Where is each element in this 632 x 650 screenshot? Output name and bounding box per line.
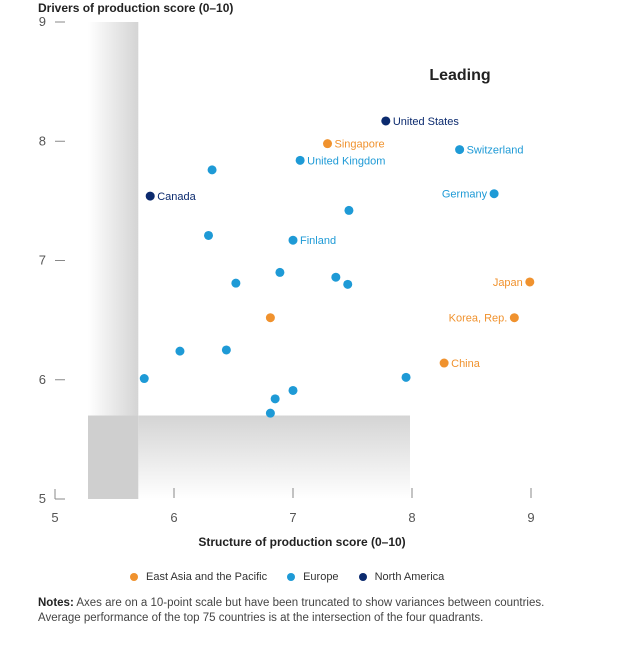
legend-item-europe: Europe bbox=[287, 571, 339, 583]
data-point bbox=[175, 346, 185, 356]
notes-text: Axes are on a 10-point scale but have be… bbox=[38, 597, 545, 624]
legend-item-north-america: North America bbox=[358, 571, 445, 583]
data-point bbox=[139, 374, 149, 384]
data-point bbox=[204, 230, 214, 240]
data-label: Japan bbox=[493, 277, 523, 289]
chart-legend: East Asia and the Pacific Europe North A… bbox=[130, 571, 444, 583]
legend-label-europe: Europe bbox=[303, 571, 339, 583]
data-point bbox=[265, 313, 275, 323]
y-tick-label: 5 bbox=[39, 491, 46, 506]
data-point bbox=[323, 139, 333, 149]
plot-background bbox=[88, 22, 411, 499]
data-label: United Kingdom bbox=[307, 155, 385, 167]
quadrant-shade-corner bbox=[88, 415, 139, 499]
y-axis-label: Drivers of production score (0–10) bbox=[38, 1, 233, 15]
data-point bbox=[221, 345, 231, 355]
legend-marker-north-america bbox=[358, 573, 367, 581]
data-point bbox=[343, 279, 353, 289]
data-point bbox=[275, 267, 285, 277]
data-point bbox=[509, 313, 519, 323]
data-point bbox=[439, 358, 449, 368]
scatter-chart: 5 6 7 8 9 5 6 7 8 9 United States Canada Singapore J… bbox=[38, 1, 535, 549]
data-label: Canada bbox=[157, 191, 196, 203]
data-point bbox=[401, 372, 411, 382]
data-point bbox=[270, 394, 280, 404]
data-point bbox=[525, 277, 535, 287]
legend-marker-east-asia bbox=[130, 573, 138, 581]
data-point bbox=[331, 272, 341, 282]
legend-marker-europe bbox=[287, 573, 296, 581]
data-label: Germany bbox=[442, 189, 488, 201]
x-tick-label: 5 bbox=[51, 510, 58, 525]
data-label: Finland bbox=[300, 235, 336, 247]
data-label: Switzerland bbox=[467, 145, 524, 157]
data-point bbox=[295, 155, 305, 165]
x-axis-label: Structure of production score (0–10) bbox=[198, 535, 405, 549]
chart-notes: Notes: Axes are on a 10-point scale but … bbox=[38, 596, 578, 626]
data-point bbox=[265, 408, 275, 418]
y-tick-label: 7 bbox=[39, 253, 46, 268]
data-label: United States bbox=[393, 116, 460, 128]
legend-label-north-america: North America bbox=[374, 571, 445, 583]
data-label: Singapore bbox=[335, 139, 385, 151]
legend-item-east-asia: East Asia and the Pacific bbox=[130, 571, 267, 583]
x-tick-label: 9 bbox=[527, 510, 534, 525]
x-tick-label: 8 bbox=[408, 510, 415, 525]
x-tick-label: 7 bbox=[289, 510, 296, 525]
quadrant-label-leading: Leading bbox=[429, 67, 490, 84]
data-point bbox=[489, 189, 499, 199]
data-label: China bbox=[451, 358, 481, 370]
data-point bbox=[288, 385, 298, 395]
x-tick-label: 6 bbox=[170, 510, 177, 525]
quadrant-shade-bottom bbox=[138, 415, 411, 499]
data-points: United States Canada Singapore Japan Korea, … bbox=[139, 116, 535, 418]
y-tick-label: 8 bbox=[39, 133, 46, 148]
y-tick-label: 6 bbox=[39, 372, 46, 387]
data-point bbox=[145, 191, 155, 201]
data-point bbox=[344, 205, 354, 215]
y-tick-label: 9 bbox=[39, 14, 46, 29]
data-label: Korea, Rep. bbox=[449, 313, 508, 325]
data-point bbox=[288, 235, 298, 245]
legend-label-east-asia: East Asia and the Pacific bbox=[146, 571, 268, 583]
data-point bbox=[455, 145, 465, 155]
data-point bbox=[207, 165, 217, 175]
data-point bbox=[381, 116, 391, 126]
data-point bbox=[231, 278, 241, 288]
quadrant-shade-left bbox=[88, 22, 139, 416]
axes: 5 6 7 8 9 5 6 7 8 9 bbox=[39, 14, 535, 525]
notes-label: Notes: bbox=[38, 597, 74, 609]
